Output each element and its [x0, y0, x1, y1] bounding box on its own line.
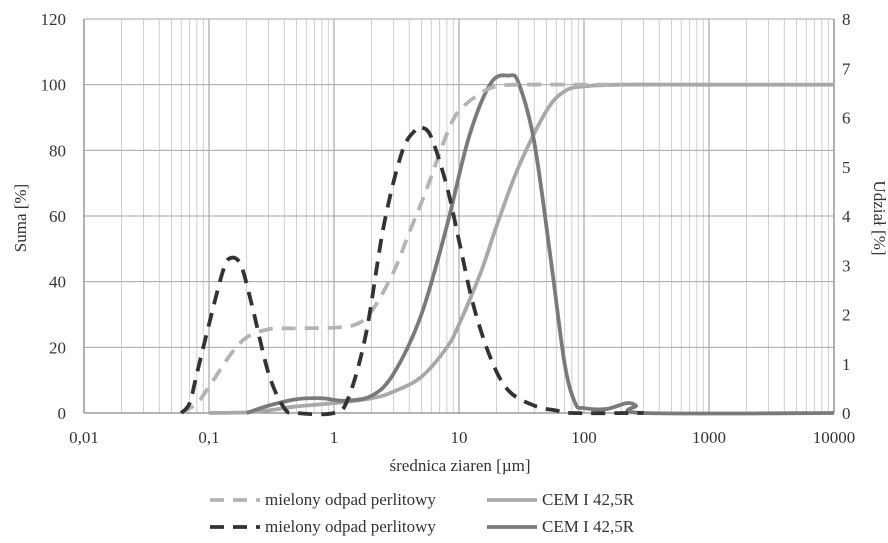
series-line-3 [246, 73, 835, 416]
y2-axis-title: Udział [%] [870, 180, 888, 255]
chart-series [179, 73, 835, 417]
legend-label-2: mielony odpad perlitowy [265, 517, 436, 536]
chart-grid [83, 18, 835, 414]
legend-label-3: CEM I 42,5R [542, 517, 635, 536]
y2-tick-label: 8 [842, 10, 851, 29]
y-tick-label: 100 [41, 76, 67, 95]
x-axis-title: średnica ziaren [µm] [390, 456, 531, 475]
x-tick-label: 0,01 [69, 428, 99, 447]
y-tick-label: 0 [58, 404, 67, 423]
y2-tick-label: 5 [842, 158, 851, 177]
x-tick-label: 0,1 [198, 428, 219, 447]
legend-label-1: CEM I 42,5R [542, 490, 635, 509]
series-line-1 [208, 82, 834, 415]
y2-tick-label: 6 [842, 109, 851, 128]
x-tick-label: 100 [571, 428, 597, 447]
y2-tick-label: 4 [842, 207, 851, 226]
y2-tick-label: 7 [842, 59, 851, 78]
legend-label-0: mielony odpad perlitowy [265, 490, 436, 509]
x-tick-label: 10 [451, 428, 468, 447]
series-line-2 [179, 124, 644, 417]
y2-tick-label: 2 [842, 306, 851, 325]
y-tick-label: 80 [49, 141, 66, 160]
x-tick-label: 10000 [813, 428, 856, 447]
y-tick-label: 60 [49, 207, 66, 226]
chart-ticks: 0,01 0,1 1 10 100 1000 10000 0 20 40 60 80 100 120 0 1 2… [41, 10, 856, 447]
x-tick-label: 1 [330, 428, 339, 447]
y-axis-title: Suma [%] [11, 184, 30, 252]
y2-tick-label: 0 [842, 404, 851, 423]
legend: mielony odpad perlitowy CEM I 42,5R mielon… [210, 490, 635, 536]
y2-tick-label: 1 [842, 355, 851, 374]
x-tick-label: 1000 [692, 428, 726, 447]
series-line-0 [180, 82, 622, 415]
y-tick-label: 40 [49, 273, 66, 292]
y-tick-label: 120 [41, 10, 67, 29]
y-tick-label: 20 [49, 338, 66, 357]
y2-tick-label: 3 [842, 256, 851, 275]
